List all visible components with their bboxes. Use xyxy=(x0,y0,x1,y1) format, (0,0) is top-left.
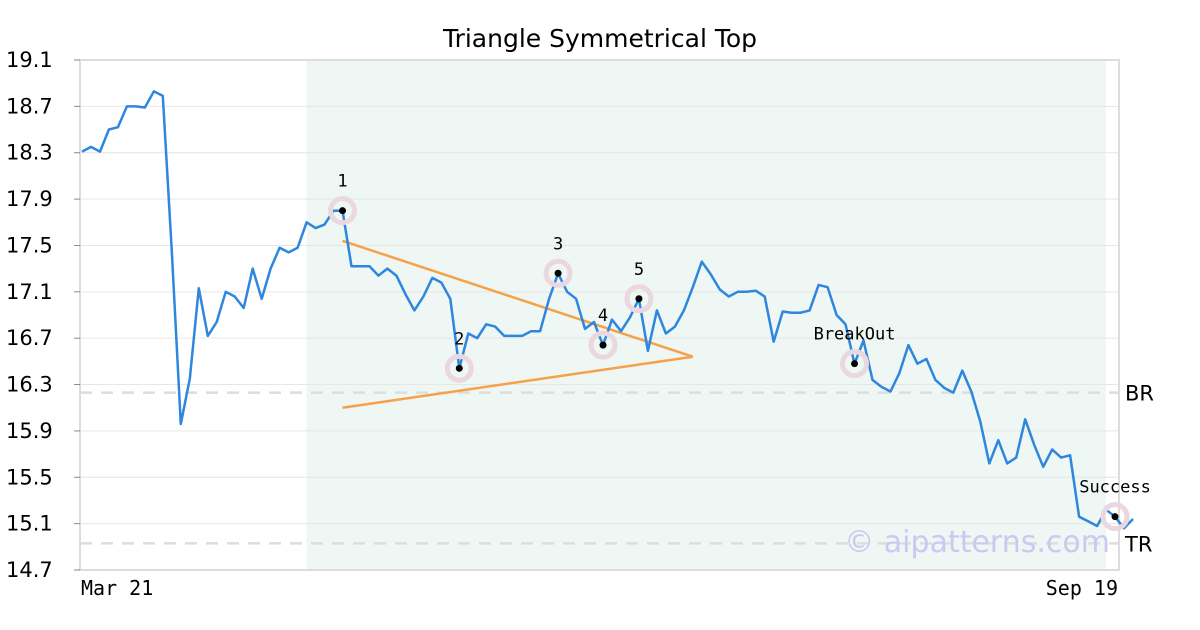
y-tick-label: 19.1 xyxy=(6,48,53,72)
x-tick-label: Mar 21 xyxy=(81,576,153,600)
pattern-point-label: 2 xyxy=(454,329,464,349)
y-tick-label: 15.1 xyxy=(6,512,53,536)
pattern-point-label: 3 xyxy=(553,234,563,254)
pattern-point-dot xyxy=(554,269,562,277)
triangle-pattern xyxy=(342,239,694,409)
reference-lines: BR TR xyxy=(80,382,1154,556)
pattern-points: 1 2 3 4 5 BreakOut Success xyxy=(328,172,1151,532)
y-tick-label: 14.7 xyxy=(6,558,53,582)
y-tick-label: 17.9 xyxy=(6,187,53,211)
pattern-point-ring xyxy=(444,353,474,383)
pattern-point-label: Success xyxy=(1079,478,1151,498)
pattern-point-dot xyxy=(599,341,607,349)
pattern-point-ring xyxy=(624,284,654,314)
y-tick-label: 17.1 xyxy=(6,280,53,304)
pattern-point-dot xyxy=(851,360,859,368)
y-tick-label: 18.7 xyxy=(6,94,53,118)
reference-line-label: TR xyxy=(1124,532,1152,556)
pattern-point-dot xyxy=(455,364,463,372)
y-tick-label: 18.3 xyxy=(6,141,53,165)
pattern-point-label: 1 xyxy=(337,172,347,192)
pattern-point-dot xyxy=(1111,513,1119,521)
watermark: © aipatterns.com xyxy=(844,525,1110,560)
triangle-lower-line xyxy=(342,355,694,409)
pattern-point-ring xyxy=(840,349,870,379)
y-tick-label: 15.5 xyxy=(6,465,53,489)
y-tick-label: 15.9 xyxy=(6,419,53,443)
x-tick-label: Sep 19 xyxy=(1046,576,1118,600)
y-tick-label: 16.7 xyxy=(6,326,53,350)
y-axis-ticks: 19.1 18.7 18.3 17.9 17.5 17.1 16.7 16.3 15.9 15.5… xyxy=(6,48,80,582)
pattern-point-ring xyxy=(1100,502,1130,532)
pattern-point-label: 5 xyxy=(634,260,644,280)
reference-line-label: BR xyxy=(1125,382,1154,406)
pattern-point-ring xyxy=(543,258,573,288)
pattern-point-ring xyxy=(328,196,358,226)
pattern-point-label: BreakOut xyxy=(814,325,896,345)
x-axis-ticks: Mar 21 Sep 19 xyxy=(81,576,1118,600)
pattern-point-dot xyxy=(635,295,643,303)
pattern-point-label: 4 xyxy=(598,306,608,326)
pattern-point-ring xyxy=(588,330,618,360)
plot-area-border xyxy=(79,59,1120,571)
y-tick-label: 16.3 xyxy=(6,373,53,397)
y-tick-label: 17.5 xyxy=(6,233,53,257)
chart-title: Triangle Symmetrical Top xyxy=(442,24,757,53)
triangle-upper-line xyxy=(342,239,694,358)
highlight-region-layer xyxy=(306,60,1107,570)
pattern-point-dot xyxy=(339,207,347,215)
highlight-region xyxy=(306,60,1107,570)
